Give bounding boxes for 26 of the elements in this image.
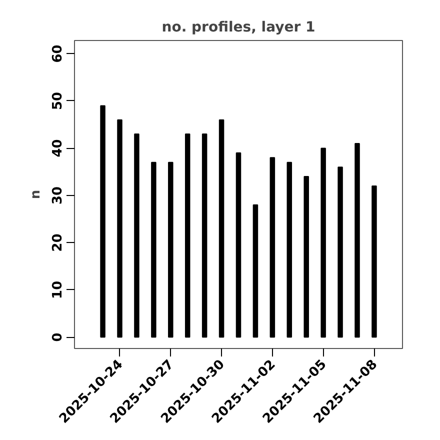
bar [304,176,309,338]
bar [218,119,224,338]
chart-title: no. profiles, layer 1 [162,20,316,36]
bar [117,119,122,338]
bar [100,105,106,338]
y-tick-label: 0 [50,332,66,342]
bar [168,162,174,338]
bar [134,134,140,338]
bar [252,204,258,338]
bar [372,185,377,338]
y-axis-title: n [28,190,44,200]
bar [338,166,343,338]
bar [270,157,276,338]
y-tick-label: 30 [50,186,66,204]
bar [286,162,292,338]
bar [151,162,156,338]
bar [202,134,208,338]
y-tick-label: 20 [50,234,66,252]
bar [354,142,360,338]
bar [236,152,242,338]
y-tick-label: 50 [50,92,66,110]
y-tick-label: 10 [50,280,66,299]
y-tick-label: 40 [50,139,66,158]
bar [184,134,190,338]
bar [320,148,326,338]
y-tick-label: 60 [50,44,66,63]
